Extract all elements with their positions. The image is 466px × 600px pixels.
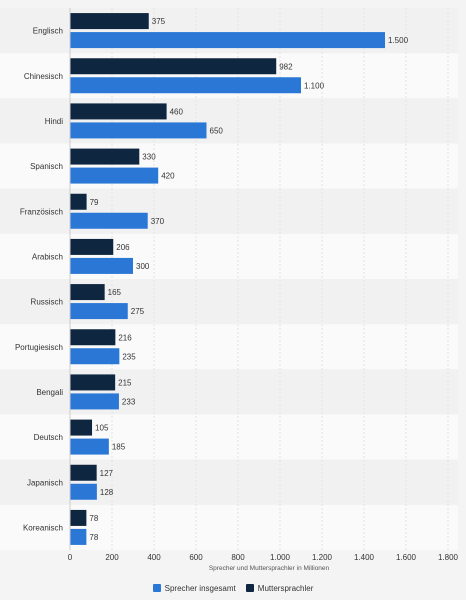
- data-label: 165: [108, 288, 122, 297]
- bar-sprecher-insgesamt: [70, 77, 301, 94]
- bar-sprecher-insgesamt: [70, 212, 148, 229]
- bar-sprecher-insgesamt: [70, 303, 128, 320]
- category-label: Russisch: [31, 298, 63, 307]
- data-label: 330: [142, 153, 156, 162]
- bar-muttersprachler: [70, 238, 114, 255]
- category-label: Arabisch: [32, 252, 63, 261]
- bar-sprecher-insgesamt: [70, 32, 385, 49]
- bar-muttersprachler: [70, 193, 87, 210]
- legend-label: Muttersprachler: [257, 583, 314, 593]
- category-band: [0, 143, 458, 189]
- data-label: 375: [152, 17, 166, 26]
- data-label: 300: [136, 262, 150, 271]
- category-band: [0, 98, 458, 144]
- data-label: 233: [122, 397, 136, 406]
- data-label: 79: [90, 198, 99, 207]
- category-label: Deutsch: [34, 433, 63, 442]
- data-label: 460: [170, 107, 184, 116]
- data-label: 370: [151, 217, 165, 226]
- category-label: Portugiesisch: [15, 343, 63, 352]
- data-label: 78: [89, 533, 98, 542]
- legend-label: Sprecher insgesamt: [164, 583, 236, 593]
- bar-muttersprachler: [70, 284, 105, 301]
- legend-item[interactable]: Sprecher insgesamt: [152, 583, 236, 593]
- x-tick-label: 1.800: [438, 553, 459, 562]
- category-band: [0, 504, 458, 550]
- bar-sprecher-insgesamt: [70, 167, 159, 184]
- bar-muttersprachler: [70, 509, 87, 526]
- data-label: 215: [118, 378, 132, 387]
- data-label: 216: [118, 333, 132, 342]
- bar-muttersprachler: [70, 13, 149, 30]
- category-label: Chinesisch: [24, 72, 63, 81]
- data-label: 235: [122, 352, 136, 361]
- category-label: Spanisch: [30, 162, 63, 171]
- data-label: 420: [161, 172, 175, 181]
- data-label: 275: [131, 307, 145, 316]
- x-tick-label: 1.400: [354, 553, 375, 562]
- category-band: [0, 279, 458, 325]
- bar-muttersprachler: [70, 58, 277, 75]
- category-label: Französisch: [20, 207, 63, 216]
- x-axis-title: Sprecher und Muttersprachler in Millione…: [209, 565, 330, 572]
- data-label: 78: [89, 514, 98, 523]
- category-band: [0, 324, 458, 370]
- legend-swatch: [245, 584, 254, 592]
- data-label: 1.100: [304, 81, 325, 90]
- category-band: [0, 188, 458, 234]
- bar-muttersprachler: [70, 464, 97, 481]
- category-band: [0, 459, 458, 505]
- x-tick-label: 400: [147, 553, 161, 562]
- bar-sprecher-insgesamt: [70, 528, 87, 545]
- category-label: Japanisch: [27, 478, 63, 487]
- bar-sprecher-insgesamt: [70, 122, 207, 139]
- legend: Sprecher insgesamt Muttersprachler: [0, 580, 466, 596]
- category-label: Bengali: [36, 388, 63, 397]
- category-label: Koreanisch: [23, 523, 63, 532]
- x-tick-label: 0: [68, 553, 73, 562]
- x-tick-label: 600: [189, 553, 203, 562]
- bar-muttersprachler: [70, 148, 140, 165]
- x-tick-label: 1.200: [312, 553, 333, 562]
- bar-sprecher-insgesamt: [70, 438, 109, 455]
- data-label: 127: [100, 469, 114, 478]
- legend-item[interactable]: Muttersprachler: [245, 583, 314, 593]
- category-label: Englisch: [33, 27, 63, 36]
- bar-muttersprachler: [70, 419, 93, 436]
- x-tick-label: 800: [231, 553, 245, 562]
- data-label: 650: [210, 126, 224, 135]
- bar-muttersprachler: [70, 329, 116, 346]
- legend-swatch: [152, 584, 161, 592]
- data-label: 128: [100, 488, 114, 497]
- data-label: 982: [279, 62, 293, 71]
- category-band: [0, 414, 458, 460]
- bar-sprecher-insgesamt: [70, 257, 133, 274]
- x-tick-label: 1.000: [270, 553, 291, 562]
- data-label: 105: [95, 424, 109, 433]
- data-label: 185: [112, 443, 126, 452]
- category-band: [0, 369, 458, 415]
- x-tick-label: 200: [105, 553, 119, 562]
- bar-muttersprachler: [70, 103, 167, 120]
- data-label: 206: [116, 243, 130, 252]
- bar-sprecher-insgesamt: [70, 483, 97, 500]
- category-band: [0, 233, 458, 279]
- bar-sprecher-insgesamt: [70, 348, 120, 365]
- bar-sprecher-insgesamt: [70, 393, 119, 410]
- category-label: Hindi: [45, 117, 63, 126]
- x-tick-label: 1.600: [396, 553, 417, 562]
- bar-muttersprachler: [70, 374, 116, 391]
- data-label: 1.500: [388, 36, 409, 45]
